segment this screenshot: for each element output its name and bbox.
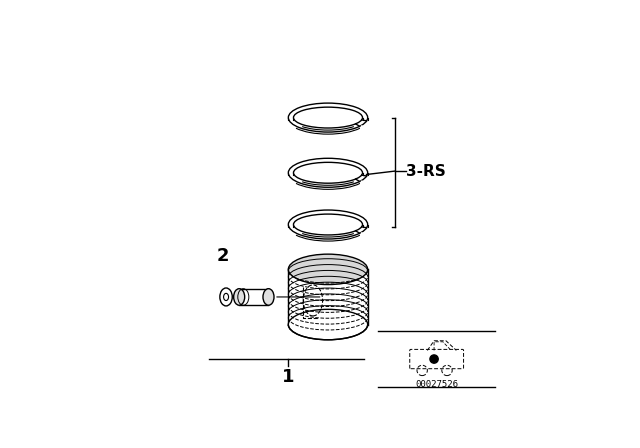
Ellipse shape <box>289 103 367 132</box>
Ellipse shape <box>234 289 244 305</box>
Ellipse shape <box>220 288 232 306</box>
Wedge shape <box>355 182 367 199</box>
Ellipse shape <box>223 293 228 301</box>
Polygon shape <box>289 269 367 324</box>
Circle shape <box>430 355 438 363</box>
Ellipse shape <box>263 289 274 305</box>
Wedge shape <box>355 234 367 251</box>
Text: 00027526: 00027526 <box>415 380 458 389</box>
Text: 1: 1 <box>282 368 294 386</box>
Wedge shape <box>355 127 367 144</box>
Text: 3-RS: 3-RS <box>406 164 445 179</box>
Ellipse shape <box>289 254 367 284</box>
Wedge shape <box>355 232 367 249</box>
Ellipse shape <box>289 309 367 340</box>
Text: 2: 2 <box>216 246 229 265</box>
Ellipse shape <box>289 210 367 239</box>
Wedge shape <box>355 181 367 197</box>
Ellipse shape <box>289 158 367 187</box>
Wedge shape <box>355 125 367 142</box>
